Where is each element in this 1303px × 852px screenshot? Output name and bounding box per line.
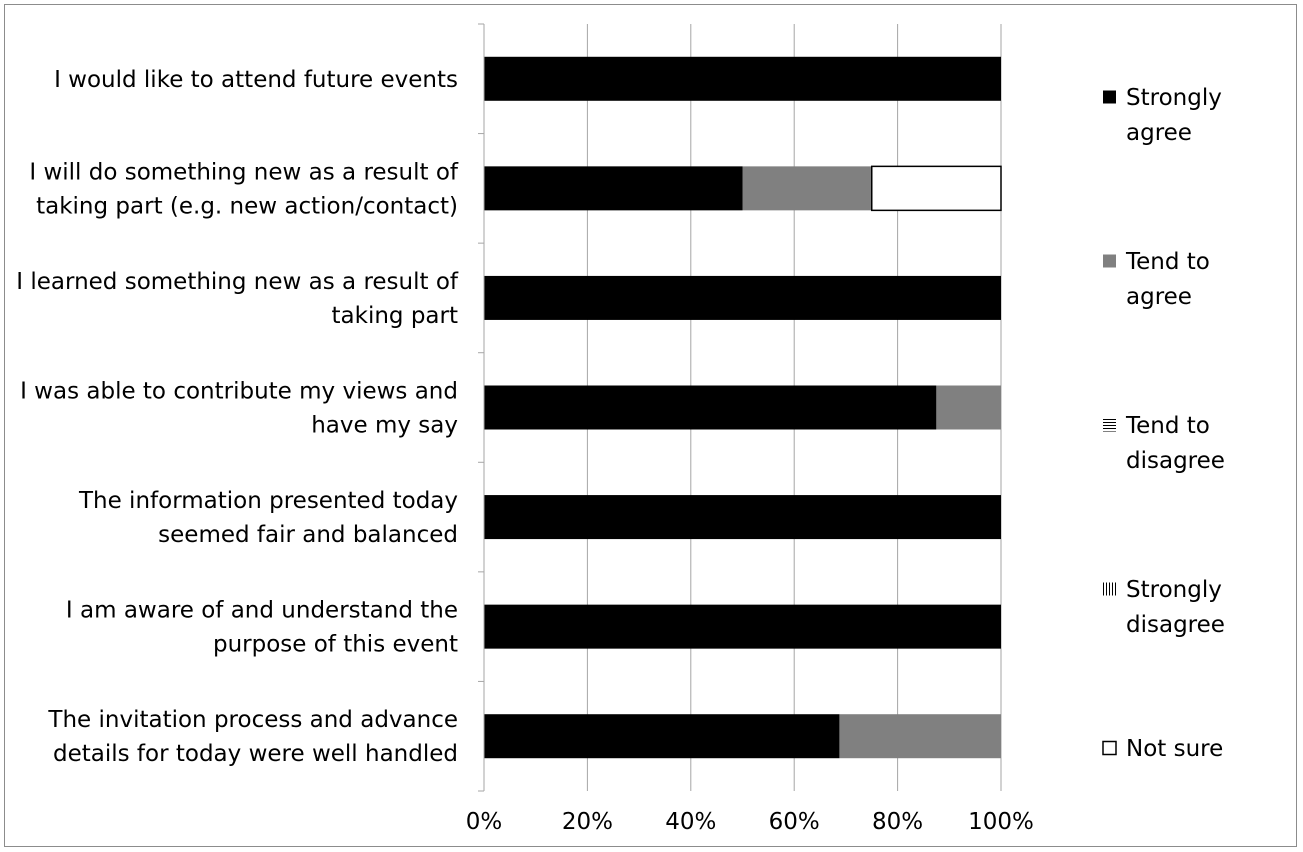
category-label: I learned something new as a result of ta… <box>16 269 459 329</box>
category-label: I would like to attend future events <box>54 67 458 93</box>
legend-label: Tend to disagree <box>1125 413 1225 474</box>
category-label: I will do something new as a result of ta… <box>29 159 459 219</box>
x-tick-labels: 0% 20% 40% 60% 80% 100% <box>466 809 1034 835</box>
bar-segment-tend-to-agree <box>742 166 872 211</box>
x-tick-label: 60% <box>769 809 820 835</box>
bar-segment-strongly-agree <box>484 604 1001 649</box>
x-tick-label: 80% <box>872 809 923 835</box>
bar-segment-strongly-agree <box>484 56 1001 101</box>
bar-segment-not-sure <box>871 165 1002 212</box>
bar-segment-strongly-agree <box>484 275 1001 320</box>
bar-segment-strongly-agree <box>484 714 840 759</box>
legend-label: Not sure <box>1126 736 1223 762</box>
y-axis <box>478 23 485 792</box>
category-labels: The invitation process and advance detail… <box>16 67 459 767</box>
legend-label: Strongly agree <box>1126 85 1222 146</box>
category-label: I am aware of and understand the purpose … <box>66 598 458 658</box>
legend-swatch-strongly-agree <box>1103 90 1116 104</box>
category-label: The information presented today seemed fa… <box>78 488 458 548</box>
chart-frame: The invitation process and advance detail… <box>4 4 1297 847</box>
category-label: The invitation process and advance detail… <box>47 707 458 767</box>
legend-swatch-strongly-disagree <box>1103 582 1116 596</box>
x-tick-label: 0% <box>466 809 503 835</box>
legend-label: Strongly disagree <box>1126 577 1225 638</box>
x-tick-label: 20% <box>562 809 613 835</box>
legend-swatch-not-sure <box>1102 740 1117 756</box>
legend-label: Tend to agree <box>1125 249 1210 310</box>
bar-segment-strongly-agree <box>484 166 743 211</box>
legend-swatch-tend-to-disagree <box>1103 418 1116 432</box>
x-tick-label: 100% <box>968 809 1034 835</box>
bars <box>484 56 1002 759</box>
bar-segment-strongly-agree <box>484 385 937 430</box>
bar-segment-tend-to-agree <box>936 385 1001 430</box>
category-label: I was able to contribute my views and hav… <box>20 379 458 439</box>
bar-segment-tend-to-agree <box>839 714 1001 759</box>
legend: Strongly agree Tend to agree Tend to disagree… <box>1102 85 1225 762</box>
legend-swatch-tend-to-agree <box>1103 254 1116 268</box>
stacked-bar-chart: The invitation process and advance detail… <box>16 23 1225 835</box>
x-tick-label: 40% <box>665 809 716 835</box>
bar-segment-strongly-agree <box>484 495 1001 540</box>
